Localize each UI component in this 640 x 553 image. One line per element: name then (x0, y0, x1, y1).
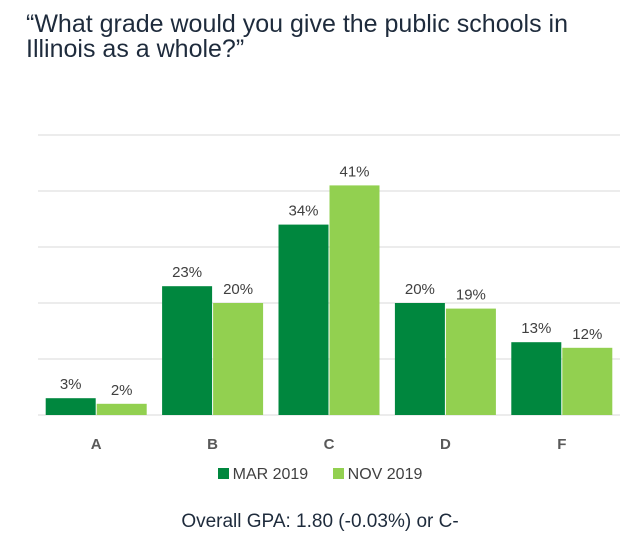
bar-c-nov (329, 185, 380, 415)
legend-item-nov-2019: NOV 2019 (332, 466, 423, 484)
bar-b-mar (162, 286, 213, 415)
data-label: 19% (456, 287, 486, 304)
legend-swatch (217, 468, 229, 479)
legend-label: MAR 2019 (232, 466, 309, 483)
bar-chart: 3% 2% A 23% 20% B 34% 41% C 20% 19% D 13% 12% F (38, 134, 620, 453)
data-label: 2% (111, 382, 133, 399)
data-label: 41% (339, 163, 369, 180)
x-tick-label: A (91, 436, 102, 453)
legend: MAR 2019 NOV 2019 (0, 466, 640, 484)
chart-title: “What grade would you give the public sc… (26, 10, 568, 63)
x-tick-label: F (557, 436, 566, 453)
data-label: 12% (572, 326, 602, 343)
data-label: 34% (288, 203, 318, 220)
x-tick-label: D (440, 436, 451, 453)
bar-d-mar (394, 303, 445, 415)
bar-d-nov (445, 308, 496, 415)
bar-f-nov (562, 347, 613, 415)
data-label: 3% (60, 376, 82, 393)
x-tick-label: C (324, 436, 335, 453)
data-label: 23% (172, 264, 202, 281)
bar-a-nov (96, 403, 147, 415)
bar-c-mar (278, 224, 329, 415)
bar-b-nov (213, 303, 264, 415)
bar-f-mar (511, 342, 562, 415)
overall-gpa-note: Overall GPA: 1.80 (-0.03%) or C- (181, 511, 459, 532)
legend-label: NOV 2019 (347, 466, 423, 483)
data-label: 13% (521, 320, 551, 337)
legend-swatch (332, 468, 344, 479)
data-label: 20% (223, 281, 253, 298)
bar-a-mar (45, 398, 96, 415)
data-label: 20% (405, 281, 435, 298)
legend-item-mar-2019: MAR 2019 (217, 466, 309, 484)
x-tick-label: B (207, 436, 218, 453)
